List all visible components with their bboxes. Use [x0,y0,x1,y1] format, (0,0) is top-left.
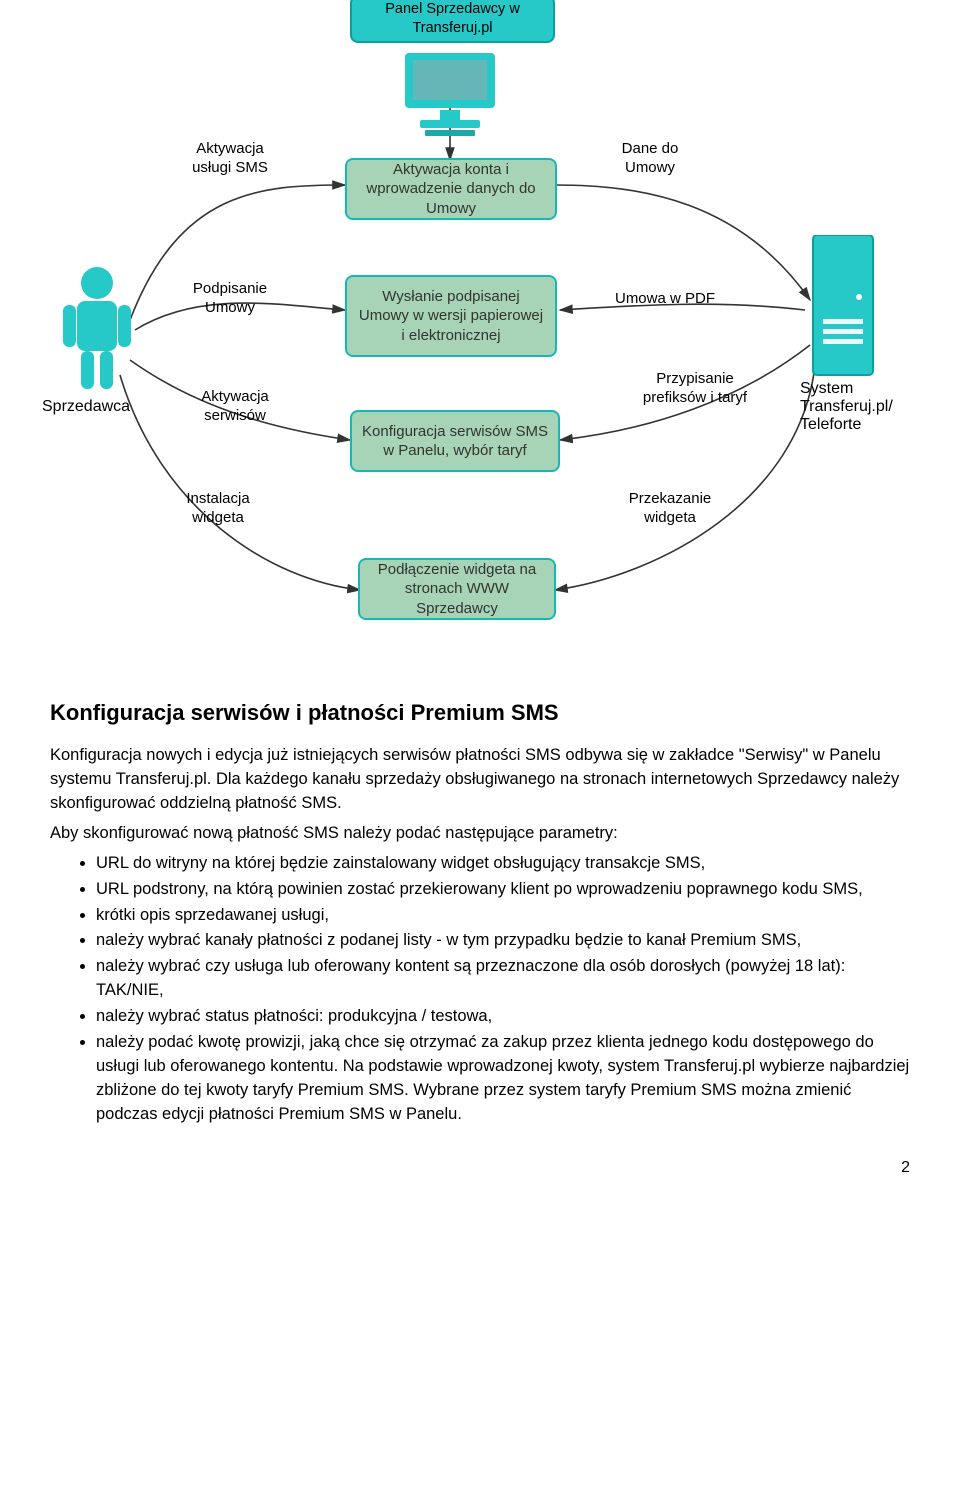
edge-install-widget: Instalacja widgeta [168,490,268,528]
node-widget-install-text: Podłączenie widgeta na stronach WWW Sprz… [370,560,544,619]
bullet-item: należy wybrać czy usługa lub oferowany k… [96,955,910,1003]
panel-title-text: Panel Sprzedawcy w Transferuj.pl [362,0,543,38]
node-widget-install: Podłączenie widgeta na stronach WWW Sprz… [358,558,556,620]
bullet-item: należy wybrać kanały płatności z podanej… [96,929,910,953]
bullet-item: należy podać kwotę prowizji, jaką chce s… [96,1031,910,1127]
edge-assign-prefixes: Przypisanie prefiksów i taryf [625,370,765,408]
article-p1: Konfiguracja nowych i edycja już istniej… [50,744,910,816]
node-configure-sms-text: Konfiguracja serwisów SMS w Panelu, wybó… [362,422,548,461]
node-activate-account: Aktywacja konta i wprowadzenie danych do… [345,158,557,220]
article-bullets: URL do witryny na której będzie zainstal… [50,852,910,1127]
edge-sign-contract: Podpisanie Umowy [175,280,285,318]
edge-pdf-contract: Umowa w PDF [600,290,730,309]
bullet-item: należy wybrać status płatności: produkcy… [96,1005,910,1029]
process-diagram: Panel Sprzedawcy w Transferuj.pl Sprzeda… [0,0,960,680]
seller-actor-label: Sprzedawca [42,398,130,416]
edge-activate-sms: Aktywacja usługi SMS [175,140,285,178]
bullet-item: krótki opis sprzedawanej usługi, [96,904,910,928]
node-activate-account-text: Aktywacja konta i wprowadzenie danych do… [357,160,545,219]
system-actor-label: System Transferuj.pl/ Teleforte [800,380,920,434]
node-send-contract: Wysłanie podpisanej Umowy w wersji papie… [345,275,557,357]
edge-contract-data: Dane do Umowy [605,140,695,178]
article-heading: Konfiguracja serwisów i płatności Premiu… [50,700,910,726]
bullet-item: URL do witryny na której będzie zainstal… [96,852,910,876]
article-p2: Aby skonfigurować nową płatność SMS nale… [50,822,910,846]
edge-activate-services: Aktywacja serwisów [180,388,290,426]
panel-title-node: Panel Sprzedawcy w Transferuj.pl [350,0,555,43]
article-body: Konfiguracja serwisów i płatności Premiu… [0,680,960,1159]
edge-deliver-widget: Przekazanie widgeta [610,490,730,528]
page-number: 2 [0,1159,960,1197]
node-configure-sms: Konfiguracja serwisów SMS w Panelu, wybó… [350,410,560,472]
node-send-contract-text: Wysłanie podpisanej Umowy w wersji papie… [357,287,545,346]
bullet-item: URL podstrony, na którą powinien zostać … [96,878,910,902]
